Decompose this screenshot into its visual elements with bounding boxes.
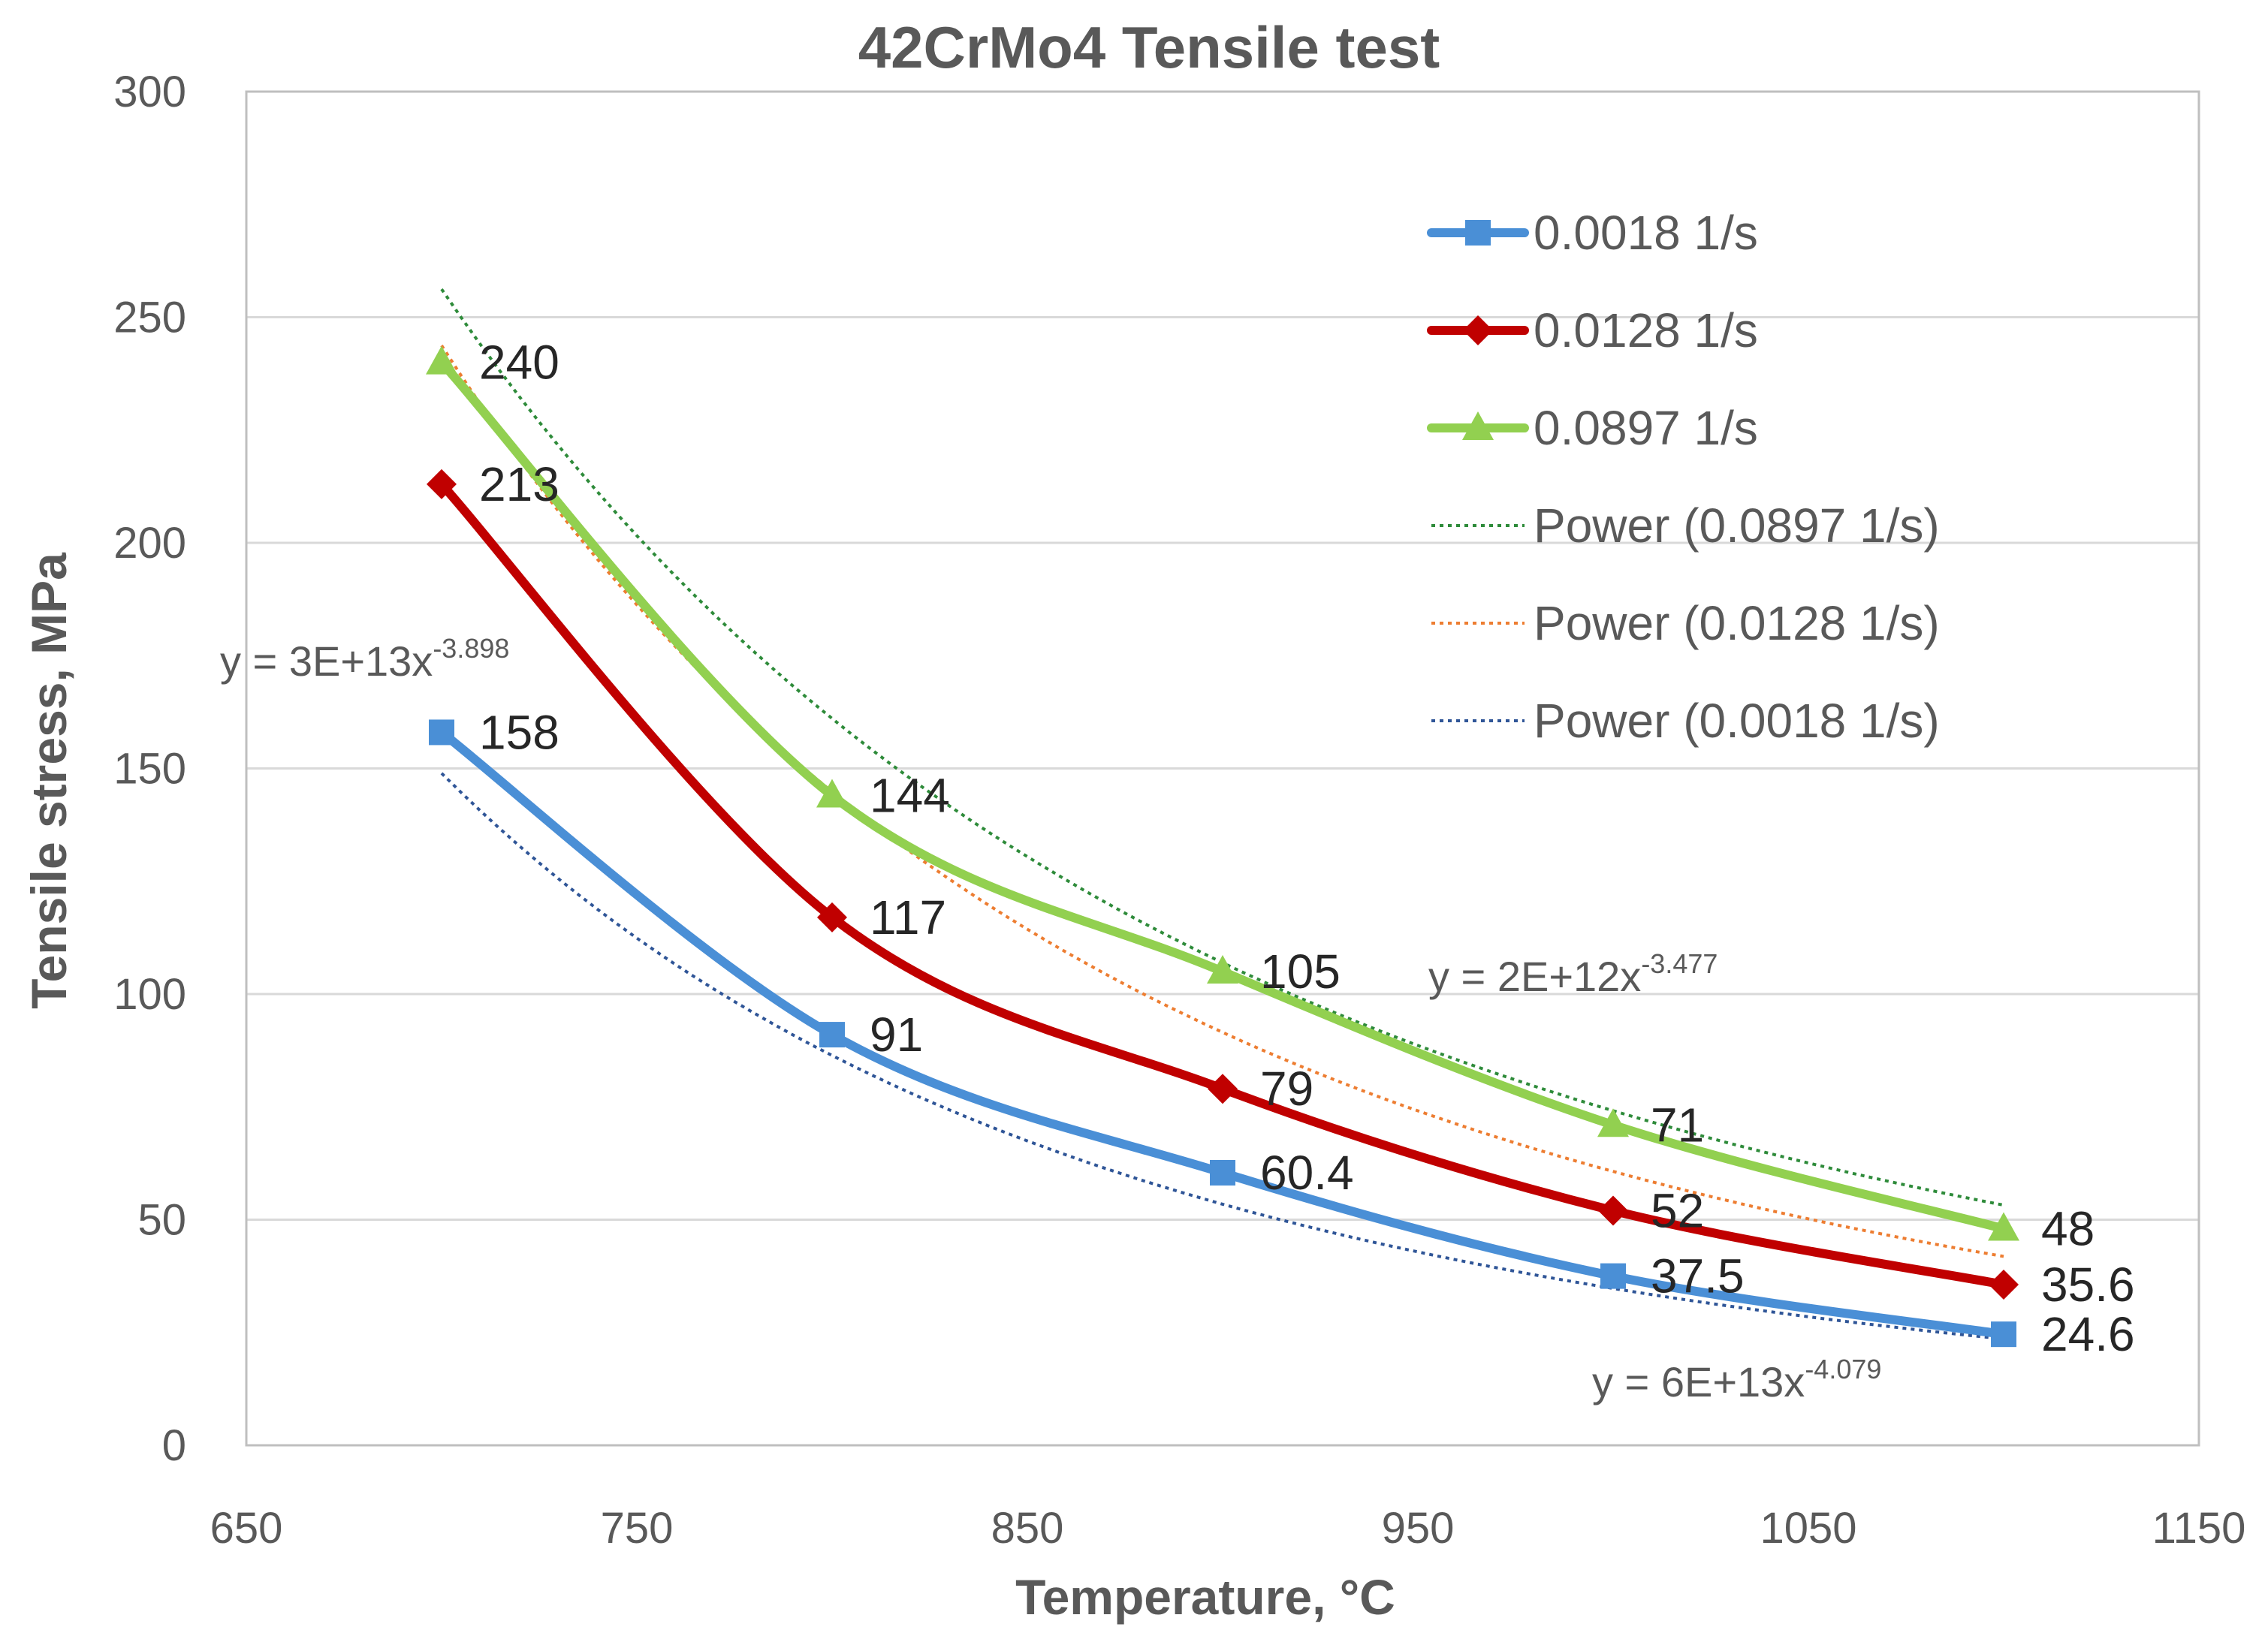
legend-label: 0.0018 1/s — [1534, 206, 1758, 260]
trend-equation-0128: y = 3E+13x-3.898 — [220, 633, 509, 685]
data-label: 240 — [479, 336, 559, 390]
series-2-point-2 — [1207, 954, 1238, 984]
data-label: 35.6 — [2041, 1258, 2135, 1312]
data-label: 105 — [1260, 945, 1341, 999]
series-0-point-2 — [1210, 1159, 1235, 1186]
data-label: 158 — [479, 705, 559, 759]
gridlines — [246, 316, 2199, 1221]
x-tick-label: 850 — [991, 1504, 1064, 1553]
series-2-point-3 — [1597, 1108, 1629, 1137]
y-tick-label: 250 — [113, 294, 186, 342]
legend-label: 0.0128 1/s — [1534, 303, 1758, 357]
x-tick-label: 1050 — [1760, 1504, 1856, 1553]
legend-label: Power (0.0897 1/s) — [1534, 499, 1940, 553]
data-label: 79 — [1260, 1062, 1313, 1116]
y-tick-label: 150 — [113, 745, 186, 794]
y-tick-label: 300 — [113, 68, 186, 116]
x-axis-title: Temperature, °C — [1015, 1569, 1395, 1625]
series — [426, 345, 2019, 1348]
y-tick-label: 0 — [162, 1421, 186, 1470]
trendline-2 — [440, 772, 2004, 1341]
legend-marker-2 — [1462, 411, 1494, 440]
data-label: 37.5 — [1651, 1249, 1745, 1303]
data-label: 52 — [1651, 1183, 1704, 1237]
trendline-1 — [440, 345, 2004, 1258]
legend-label: Power (0.0128 1/s) — [1534, 596, 1940, 650]
series-line-2 — [437, 357, 2008, 1234]
trend-equation-0018: y = 6E+13x-4.079 — [1592, 1354, 1881, 1405]
series-line-1 — [437, 479, 2008, 1289]
data-label: 91 — [870, 1008, 923, 1062]
y-tick-label: 100 — [113, 970, 186, 1019]
data-label: 24.6 — [2041, 1307, 2135, 1361]
y-tick-label: 200 — [113, 519, 186, 568]
chart-title: 42CrMo4 Tensile test — [858, 14, 1440, 80]
y-tick-label: 50 — [137, 1196, 186, 1245]
series-1-point-2 — [1208, 1074, 1238, 1104]
x-tick-label: 950 — [1382, 1504, 1455, 1553]
series-0-point-1 — [819, 1022, 845, 1048]
axis-ticks: 0 50 100 150 200 250 300 650 750 850 950 1050 1150 — [113, 68, 2245, 1553]
data-label: 144 — [870, 769, 950, 823]
data-label: 213 — [479, 457, 559, 511]
plot-area — [245, 90, 2200, 1447]
series-0-point-3 — [1600, 1263, 1626, 1289]
legend-marker-0 — [1465, 220, 1491, 246]
data-label: 60.4 — [1260, 1146, 1354, 1200]
x-tick-label: 750 — [601, 1504, 674, 1553]
trend-equation-0897: y = 2E+12x-3.477 — [1428, 948, 1718, 1000]
data-label: 117 — [870, 890, 946, 945]
data-labels: 158 91 60.4 37.5 24.6 213 117 79 52 35.6 240 144 105… — [479, 336, 2135, 1362]
data-label: 71 — [1651, 1098, 1704, 1152]
data-label: 48 — [2041, 1202, 2095, 1256]
x-tick-label: 1150 — [2152, 1504, 2246, 1553]
legend: 0.0018 1/s 0.0128 1/s 0.0897 1/s Power (0.0… — [1427, 206, 1940, 748]
series-1-point-1 — [817, 902, 847, 932]
y-axis-title: Tensile stress, MPa — [21, 552, 77, 1009]
legend-marker-1 — [1463, 315, 1493, 345]
series-2-point-1 — [816, 779, 848, 808]
series-1-point-0 — [427, 468, 457, 499]
series-2-point-0 — [426, 345, 457, 375]
series-1-point-4 — [1989, 1270, 2019, 1300]
series-0-point-4 — [1991, 1321, 2016, 1348]
series-2-point-4 — [1988, 1212, 2019, 1241]
x-tick-label: 650 — [210, 1504, 283, 1553]
series-1-point-3 — [1598, 1195, 1628, 1226]
legend-label: 0.0897 1/s — [1534, 401, 1758, 455]
legend-label: Power (0.0018 1/s) — [1534, 694, 1940, 748]
series-0-point-0 — [429, 719, 454, 746]
